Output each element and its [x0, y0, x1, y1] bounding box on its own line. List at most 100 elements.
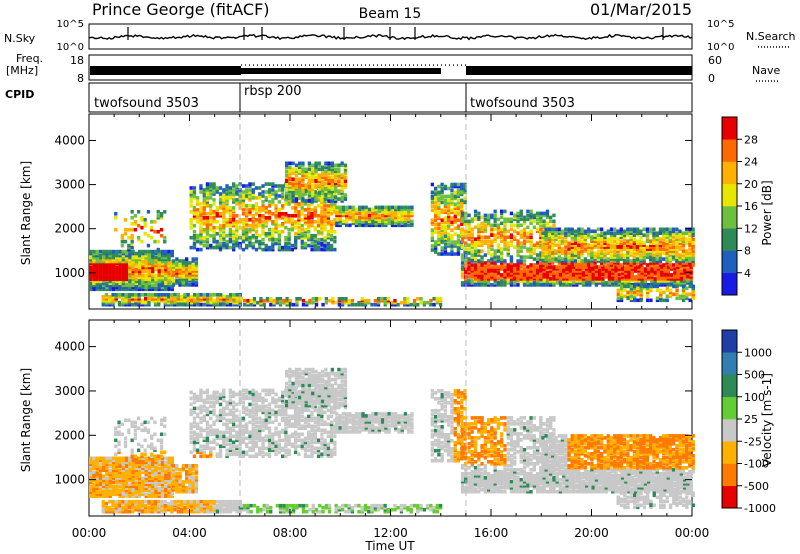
data-cell	[311, 165, 315, 170]
data-cell	[222, 206, 226, 210]
data-cell	[320, 231, 324, 236]
data-cell	[688, 237, 692, 241]
data-cell	[643, 281, 648, 285]
data-cell	[549, 281, 553, 285]
data-cell	[138, 275, 142, 280]
data-cell	[591, 271, 595, 275]
data-cell	[545, 241, 550, 245]
data-cell	[450, 184, 454, 189]
data-cell	[144, 468, 148, 472]
data-cell	[552, 279, 556, 283]
data-cell	[675, 245, 679, 249]
data-cell	[267, 212, 272, 216]
data-cell	[303, 245, 308, 250]
data-cell	[691, 241, 695, 245]
data-cell	[377, 221, 381, 226]
data-cell	[144, 484, 148, 488]
data-cell	[144, 470, 148, 474]
data-cell	[295, 297, 299, 301]
data-cell	[613, 249, 617, 253]
data-cell	[600, 255, 604, 259]
data-cell	[105, 464, 109, 468]
data-cell	[637, 265, 641, 269]
data-cell	[573, 255, 578, 259]
data-cell	[470, 239, 474, 243]
data-cell	[470, 229, 474, 234]
data-cell	[473, 277, 478, 281]
data-cell	[272, 302, 276, 307]
data-cell	[464, 221, 468, 226]
data-cell	[131, 456, 135, 461]
data-cell	[192, 206, 197, 210]
data-cell	[111, 468, 116, 472]
data-cell	[663, 271, 667, 275]
data-cell	[105, 472, 109, 476]
data-cell	[668, 290, 673, 295]
data-cell	[157, 293, 161, 297]
data-cell	[102, 474, 106, 478]
data-cell	[493, 217, 497, 222]
data-cell	[254, 225, 259, 230]
data-cell	[629, 245, 633, 249]
data-cell	[284, 245, 288, 250]
data-cell	[447, 204, 451, 209]
data-cell	[228, 227, 232, 232]
data-cell	[616, 259, 620, 263]
data-cell	[225, 208, 229, 212]
data-cell	[157, 295, 161, 299]
data-cell	[645, 263, 650, 267]
data-cell	[681, 233, 685, 237]
data-cell	[102, 275, 106, 280]
data-cell	[124, 253, 129, 258]
data-cell	[300, 212, 304, 216]
data-cell	[658, 245, 663, 249]
data-cell	[500, 279, 504, 283]
data-cell	[232, 235, 236, 240]
data-cell	[294, 239, 298, 244]
data-cell	[285, 191, 289, 195]
data-cell	[124, 482, 129, 486]
data-cell	[245, 237, 249, 242]
data-cell	[552, 243, 556, 247]
data-cell	[340, 185, 344, 189]
data-cell	[668, 288, 673, 293]
data-cell	[218, 229, 223, 234]
data-cell	[111, 297, 115, 301]
data-cell	[127, 245, 131, 250]
data-cell	[141, 490, 145, 494]
data-cell	[632, 257, 636, 261]
data-cell	[583, 261, 587, 265]
data-cell	[545, 281, 550, 285]
data-cell	[456, 202, 461, 207]
data-cell	[219, 302, 223, 307]
data-cell	[89, 277, 93, 282]
data-cell	[477, 233, 481, 237]
data-cell	[626, 292, 630, 297]
data-cell	[629, 239, 633, 243]
data-cell	[118, 259, 122, 264]
data-cell	[456, 238, 461, 242]
data-cell	[232, 231, 236, 236]
data-cell	[439, 298, 443, 303]
data-cell	[300, 235, 304, 240]
data-cell	[131, 462, 135, 466]
data-cell	[659, 288, 663, 293]
data-cell	[95, 275, 99, 280]
data-cell	[407, 205, 411, 210]
data-cell	[575, 275, 579, 279]
data-cell	[467, 247, 471, 251]
data-cell	[313, 212, 317, 216]
data-cell	[323, 237, 327, 242]
data-cell	[225, 184, 229, 188]
data-cell	[603, 241, 607, 245]
data-cell	[144, 476, 148, 480]
data-cell	[568, 267, 572, 271]
data-cell	[581, 267, 585, 271]
data-cell	[590, 237, 594, 241]
data-cell	[108, 492, 112, 496]
data-cell	[160, 474, 165, 478]
data-cell	[607, 275, 612, 279]
data-cell	[636, 259, 640, 263]
data-cell	[131, 458, 135, 463]
data-cell	[450, 222, 454, 226]
